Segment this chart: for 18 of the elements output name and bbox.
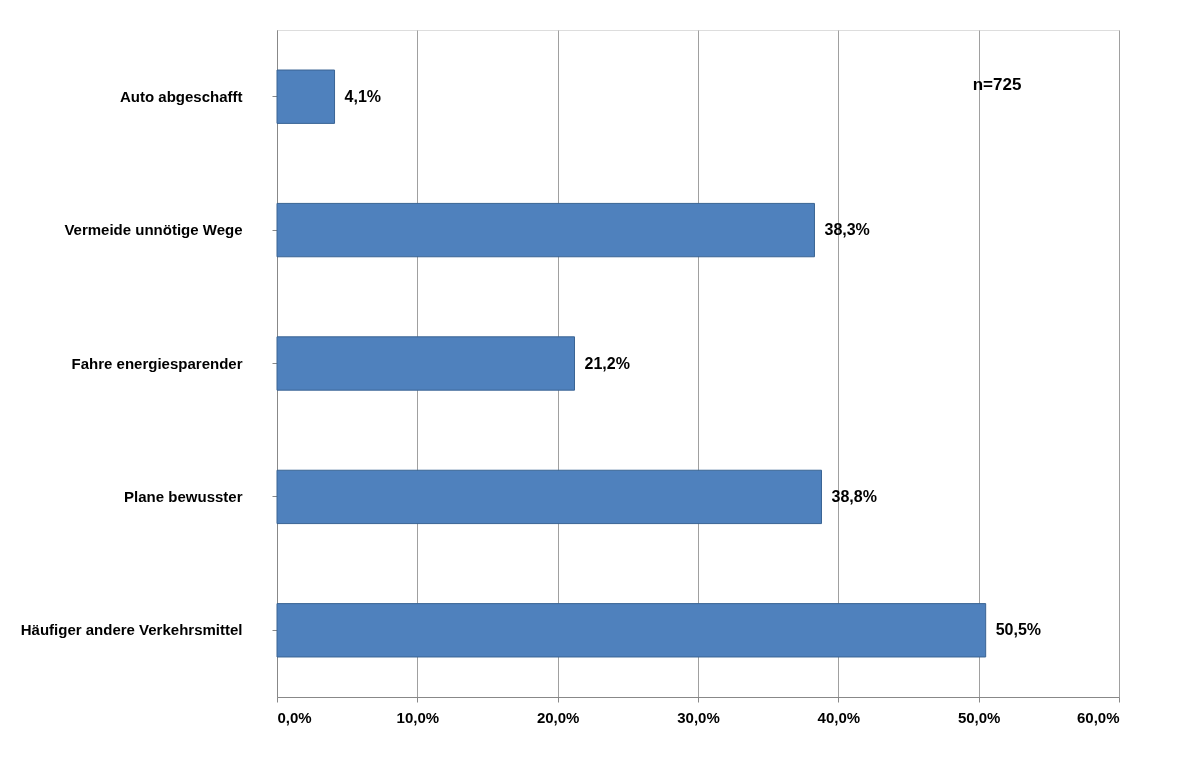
y-tick-label: Plane bewusster: [124, 487, 243, 505]
data-label: 50,5%: [995, 621, 1042, 639]
x-tick-label: 60,0%: [1076, 708, 1120, 726]
data-label: 4,1%: [344, 87, 382, 105]
y-tick-label: Vermeide unnötige Wege: [64, 221, 243, 239]
x-tick-label: 50,0%: [957, 708, 1001, 726]
data-label: 38,3%: [824, 221, 870, 239]
y-tick-label: Häufiger andere Verkehrsmittel: [20, 621, 243, 639]
x-tick-label: 20,0%: [536, 708, 580, 726]
x-tick-label: 10,0%: [396, 708, 440, 726]
x-tick-label: 30,0%: [677, 708, 720, 726]
annotation: n=725: [972, 75, 1022, 94]
data-label: 21,2%: [584, 354, 630, 372]
y-tick-label: Auto abgeschafft: [119, 87, 243, 105]
x-tick-label: 40,0%: [817, 708, 861, 726]
data-label: 38,8%: [831, 487, 877, 505]
y-tick-label: Fahre energiesparender: [71, 354, 243, 372]
x-tick-label: 0,0%: [277, 708, 312, 726]
